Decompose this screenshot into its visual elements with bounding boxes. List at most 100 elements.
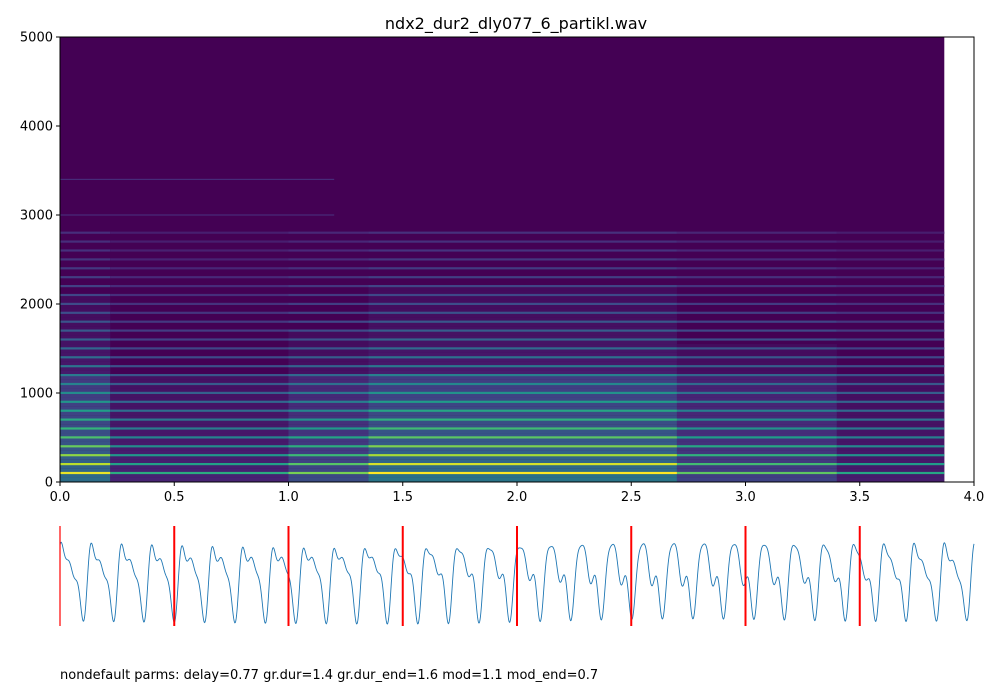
y-tick-label: 0: [45, 476, 53, 491]
spectrogram-harmonic-line: [288, 302, 369, 305]
spectrogram-harmonic-line: [836, 302, 945, 305]
spectrogram-energy-band: [368, 344, 677, 349]
spectrogram-harmonic-line: [288, 329, 369, 332]
spectrogram-energy-band: [60, 415, 111, 420]
spectrogram-harmonic-line: [836, 391, 945, 394]
spectrogram-energy-band: [836, 468, 945, 474]
spectrogram-harmonic-line: [60, 214, 335, 216]
spectrogram-harmonic-line: [110, 418, 289, 421]
spectrogram-harmonic-line: [288, 356, 369, 359]
spectrogram-energy-band: [60, 308, 111, 313]
spectrogram-harmonic-line: [60, 302, 111, 305]
spectrogram-harmonic-line: [368, 329, 677, 332]
spectrogram-harmonic-line: [60, 258, 111, 261]
spectrogram-energy-band: [110, 384, 289, 389]
y-axis: 0 1000 2000 3000 4000 5000: [20, 31, 60, 491]
spectrogram-harmonic-line: [110, 302, 289, 305]
spectrogram-harmonic-line: [836, 293, 945, 297]
spectrogram-energy-band: [676, 348, 837, 353]
spectrogram-harmonic-line: [288, 276, 369, 279]
spectrogram-harmonic-line: [110, 249, 289, 252]
spectrogram-energy-band: [836, 384, 945, 389]
spectrogram-energy-band: [110, 473, 289, 478]
spectrogram-energy-band: [676, 433, 837, 438]
spectrogram-harmonic-line: [110, 338, 289, 341]
x-tick-label: 3.0: [735, 490, 756, 505]
spectrogram-energy-band: [676, 410, 837, 416]
spectrogram-harmonic-line: [60, 240, 111, 243]
x-tick-label: 2.0: [507, 490, 528, 505]
spectrogram-energy-band: [368, 424, 677, 429]
spectrogram-energy-band: [368, 468, 677, 474]
spectrogram-harmonic-line: [60, 311, 111, 314]
spectrogram-harmonic-line: [288, 454, 369, 457]
spectrogram-energy-band: [836, 419, 945, 425]
spectrogram-harmonic-line: [676, 285, 837, 288]
spectrogram-energy-band: [676, 477, 837, 482]
spectrogram-energy-band: [60, 446, 111, 451]
spectrogram-harmonic-line: [368, 463, 677, 466]
spectrogram-energy-band: [368, 375, 677, 380]
spectrogram-energy-band: [368, 384, 677, 389]
spectrogram-harmonic-line: [288, 285, 369, 288]
spectrogram-harmonic-line: [836, 445, 945, 448]
spectrogram-harmonic-line: [110, 320, 289, 323]
spectrogram-harmonic-line: [368, 240, 677, 243]
spectrogram-energy-band: [288, 393, 369, 398]
spectrogram-energy-band: [60, 317, 111, 322]
spectrogram-energy-band: [288, 433, 369, 438]
spectrogram-harmonic-line: [110, 231, 289, 234]
spectrogram-harmonic-line: [60, 329, 111, 332]
spectrogram-harmonic-line: [836, 409, 945, 412]
spectrogram-energy-band: [676, 379, 837, 385]
spectrogram-energy-band: [110, 459, 289, 465]
spectrogram-energy-band: [836, 401, 945, 407]
spectrogram: 0.0 0.5 1.0 1.5 2.0 2.5 3.0 3.5 4.0 0 1000 2000 300…: [20, 31, 984, 506]
spectrogram-harmonic-line: [368, 400, 677, 403]
spectrogram-energy-band: [288, 406, 369, 411]
spectrogram-energy-band: [110, 424, 289, 429]
spectrogram-energy-band: [368, 441, 677, 447]
spectrogram-harmonic-line: [110, 276, 289, 279]
spectrogram-energy-band: [110, 406, 289, 411]
spectrogram-harmonic-line: [368, 276, 677, 279]
spectrogram-energy-band: [60, 388, 111, 393]
spectrogram-energy-band: [676, 459, 837, 465]
spectrogram-harmonic-line: [110, 365, 289, 368]
spectrogram-harmonic-line: [288, 293, 369, 297]
x-tick-label: 3.5: [849, 490, 870, 505]
spectrogram-energy-band: [836, 441, 945, 447]
spectrogram-harmonic-line: [60, 356, 111, 359]
spectrogram-energy-band: [676, 424, 837, 429]
spectrogram-energy-band: [288, 401, 369, 407]
spectrogram-harmonic-line: [836, 258, 945, 261]
spectrogram-energy-band: [368, 455, 677, 460]
spectrogram-energy-band: [288, 459, 369, 465]
spectrogram-harmonic-line: [368, 365, 677, 368]
spectrogram-harmonic-line: [676, 240, 837, 243]
spectrogram-energy-band: [368, 304, 677, 309]
spectrogram-energy-band: [288, 335, 369, 340]
spectrogram-energy-band: [60, 379, 111, 385]
spectrogram-harmonic-line: [110, 400, 289, 403]
spectrogram-energy-band: [110, 446, 289, 451]
spectrogram-harmonic-line: [836, 231, 945, 234]
spectrogram-harmonic-line: [836, 454, 945, 457]
spectrogram-energy-band: [676, 441, 837, 447]
spectrogram-harmonic-line: [676, 436, 837, 439]
spectrogram-energy-band: [676, 361, 837, 367]
spectrogram-energy-band: [676, 397, 837, 402]
spectrogram-energy-band: [836, 388, 945, 393]
waveform-markers: [59, 526, 861, 626]
spectrogram-energy-band: [60, 326, 111, 331]
spectrogram-energy-band: [60, 335, 111, 340]
spectrogram-harmonic-line: [110, 293, 289, 297]
spectrogram-harmonic-line: [368, 374, 677, 377]
spectrogram-energy-band: [368, 406, 677, 411]
spectrogram-harmonic-line: [288, 445, 369, 448]
spectrogram-harmonic-line: [836, 382, 945, 386]
spectrogram-harmonic-line: [288, 267, 369, 270]
spectrogram-harmonic-line: [836, 427, 945, 430]
spectrogram-energy-band: [368, 321, 677, 327]
spectrogram-harmonic-line: [676, 347, 837, 350]
